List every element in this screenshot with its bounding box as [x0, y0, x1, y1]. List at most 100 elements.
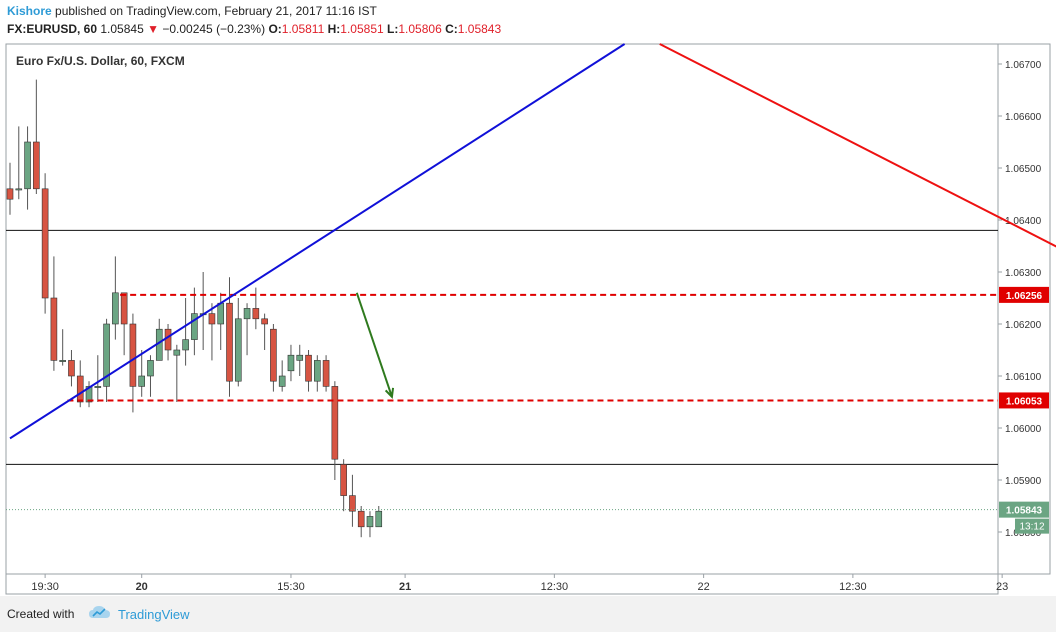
last-price-label: 1.05843 — [1006, 506, 1043, 517]
published-text: published on TradingView.com, February 2… — [55, 4, 377, 18]
candle-down — [76, 375, 84, 403]
y-tick-label: 1.06500 — [1005, 164, 1042, 175]
candle-down — [340, 464, 347, 496]
candle-up — [173, 349, 181, 356]
candle-up — [375, 510, 383, 528]
x-tick-label: 15:30 — [277, 581, 305, 593]
candle-down — [252, 308, 260, 320]
candle-down — [305, 354, 312, 382]
candle-up — [217, 302, 225, 325]
low-value: 1.05806 — [398, 22, 442, 36]
candle-down — [33, 141, 40, 190]
candle-up — [296, 354, 304, 361]
candle-up — [191, 313, 198, 340]
x-tick-label: 21 — [399, 581, 411, 593]
publish-line: Kishore published on TradingView.com, Fe… — [7, 4, 377, 18]
candle-down — [50, 297, 58, 361]
projection-arrow — [355, 292, 395, 399]
candle-down — [208, 313, 216, 325]
countdown-tag — [1015, 518, 1049, 534]
close-value: 1.05843 — [457, 22, 502, 36]
candle-up — [313, 360, 321, 382]
trendlines — [9, 43, 1056, 440]
countdown-label: 13:12 — [1019, 522, 1044, 533]
y-tick-label: 1.06000 — [1005, 424, 1042, 435]
time-axis[interactable] — [5, 573, 999, 595]
candle-up — [234, 318, 242, 382]
candle-up — [182, 339, 189, 351]
horizontal-lines — [6, 229, 998, 465]
candle-down — [270, 328, 277, 382]
candle-up — [94, 386, 102, 388]
candle-up — [287, 354, 295, 372]
dashed-levels: 1.06256 1.06053 — [67, 286, 1049, 409]
level-price-tag — [999, 392, 1049, 409]
candle-down — [129, 323, 137, 387]
author-name[interactable]: Kishore — [7, 4, 52, 18]
candle-down — [164, 328, 172, 351]
y-tick-label: 1.06600 — [1005, 112, 1042, 123]
x-tick-label: 12:30 — [541, 581, 569, 593]
price-change: −0.00245 (−0.23%) — [162, 22, 266, 36]
low-label: L: — [387, 22, 399, 36]
arrow-shaft — [355, 292, 393, 398]
candle-up — [138, 375, 145, 387]
tradingview-brand[interactable]: TradingView — [118, 607, 190, 622]
candle-up — [59, 360, 66, 362]
candle-up — [85, 386, 93, 403]
candle-up — [24, 141, 31, 190]
arrow-head-icon — [384, 387, 395, 399]
candles — [6, 79, 383, 538]
high-label: H: — [327, 22, 341, 36]
ohlc-line: FX:EURUSD, 60 1.05845 ▼ −0.00245 (−0.23%… — [7, 22, 501, 36]
price-chart[interactable]: Euro Fx/U.S. Dollar, 60, FXCM 1.06700 1.0… — [0, 42, 1056, 596]
candle-down — [68, 360, 75, 377]
y-tick-label: 1.06200 — [1005, 320, 1042, 331]
open-label: O: — [268, 22, 282, 36]
chart-title: Euro Fx/U.S. Dollar, 60, FXCM — [16, 54, 185, 68]
candle-down — [357, 510, 365, 528]
level-price-tag — [999, 286, 1049, 303]
tradingview-cloud-icon[interactable] — [88, 604, 112, 620]
last-price-tag — [999, 501, 1049, 518]
candle-up — [243, 308, 251, 320]
high-value: 1.05851 — [340, 22, 384, 36]
x-tick-label: 23 — [996, 581, 1008, 593]
x-tick-label: 20 — [136, 581, 148, 593]
y-tick-label: 1.05900 — [1005, 476, 1042, 487]
candle-up — [15, 188, 23, 191]
y-tick-label: 1.06700 — [1005, 60, 1042, 71]
x-tick-label: 12:30 — [839, 581, 867, 593]
candle-down — [120, 292, 128, 325]
candle-down — [322, 360, 330, 387]
open-value: 1.05811 — [281, 22, 325, 36]
candle-down — [226, 302, 233, 382]
created-with-text: Created with — [7, 607, 75, 621]
candle-down — [6, 188, 14, 200]
chart-header: Kishore published on TradingView.com, Fe… — [0, 0, 1056, 42]
candle-up — [112, 292, 119, 325]
down-arrow-icon: ▼ — [147, 22, 159, 36]
footer: Created with TradingView — [0, 596, 1056, 632]
level-price-label: 1.06053 — [1006, 396, 1043, 407]
candle-up — [103, 323, 110, 387]
symbol-label: FX:EURUSD, 60 — [7, 22, 98, 36]
candle-down — [331, 386, 339, 460]
candle-up — [278, 375, 286, 387]
y-tick-label: 1.06400 — [1005, 216, 1042, 227]
x-tick-label: 19:30 — [31, 581, 59, 593]
y-tick-label: 1.06100 — [1005, 372, 1042, 383]
trendline-blue — [9, 43, 626, 440]
y-tick-label: 1.06300 — [1005, 268, 1042, 279]
candle-up — [147, 360, 154, 377]
trendline-red — [659, 43, 1056, 248]
last-price: 1.05845 — [100, 22, 144, 36]
x-tick-label: 22 — [697, 581, 709, 593]
last-price-marker: 1.05843 13:12 — [6, 501, 1049, 534]
candle-down — [41, 188, 49, 299]
level-price-label: 1.06256 — [1006, 291, 1043, 302]
price-axis[interactable] — [997, 43, 1051, 575]
close-label: C: — [445, 22, 458, 36]
candle-down — [261, 318, 268, 325]
